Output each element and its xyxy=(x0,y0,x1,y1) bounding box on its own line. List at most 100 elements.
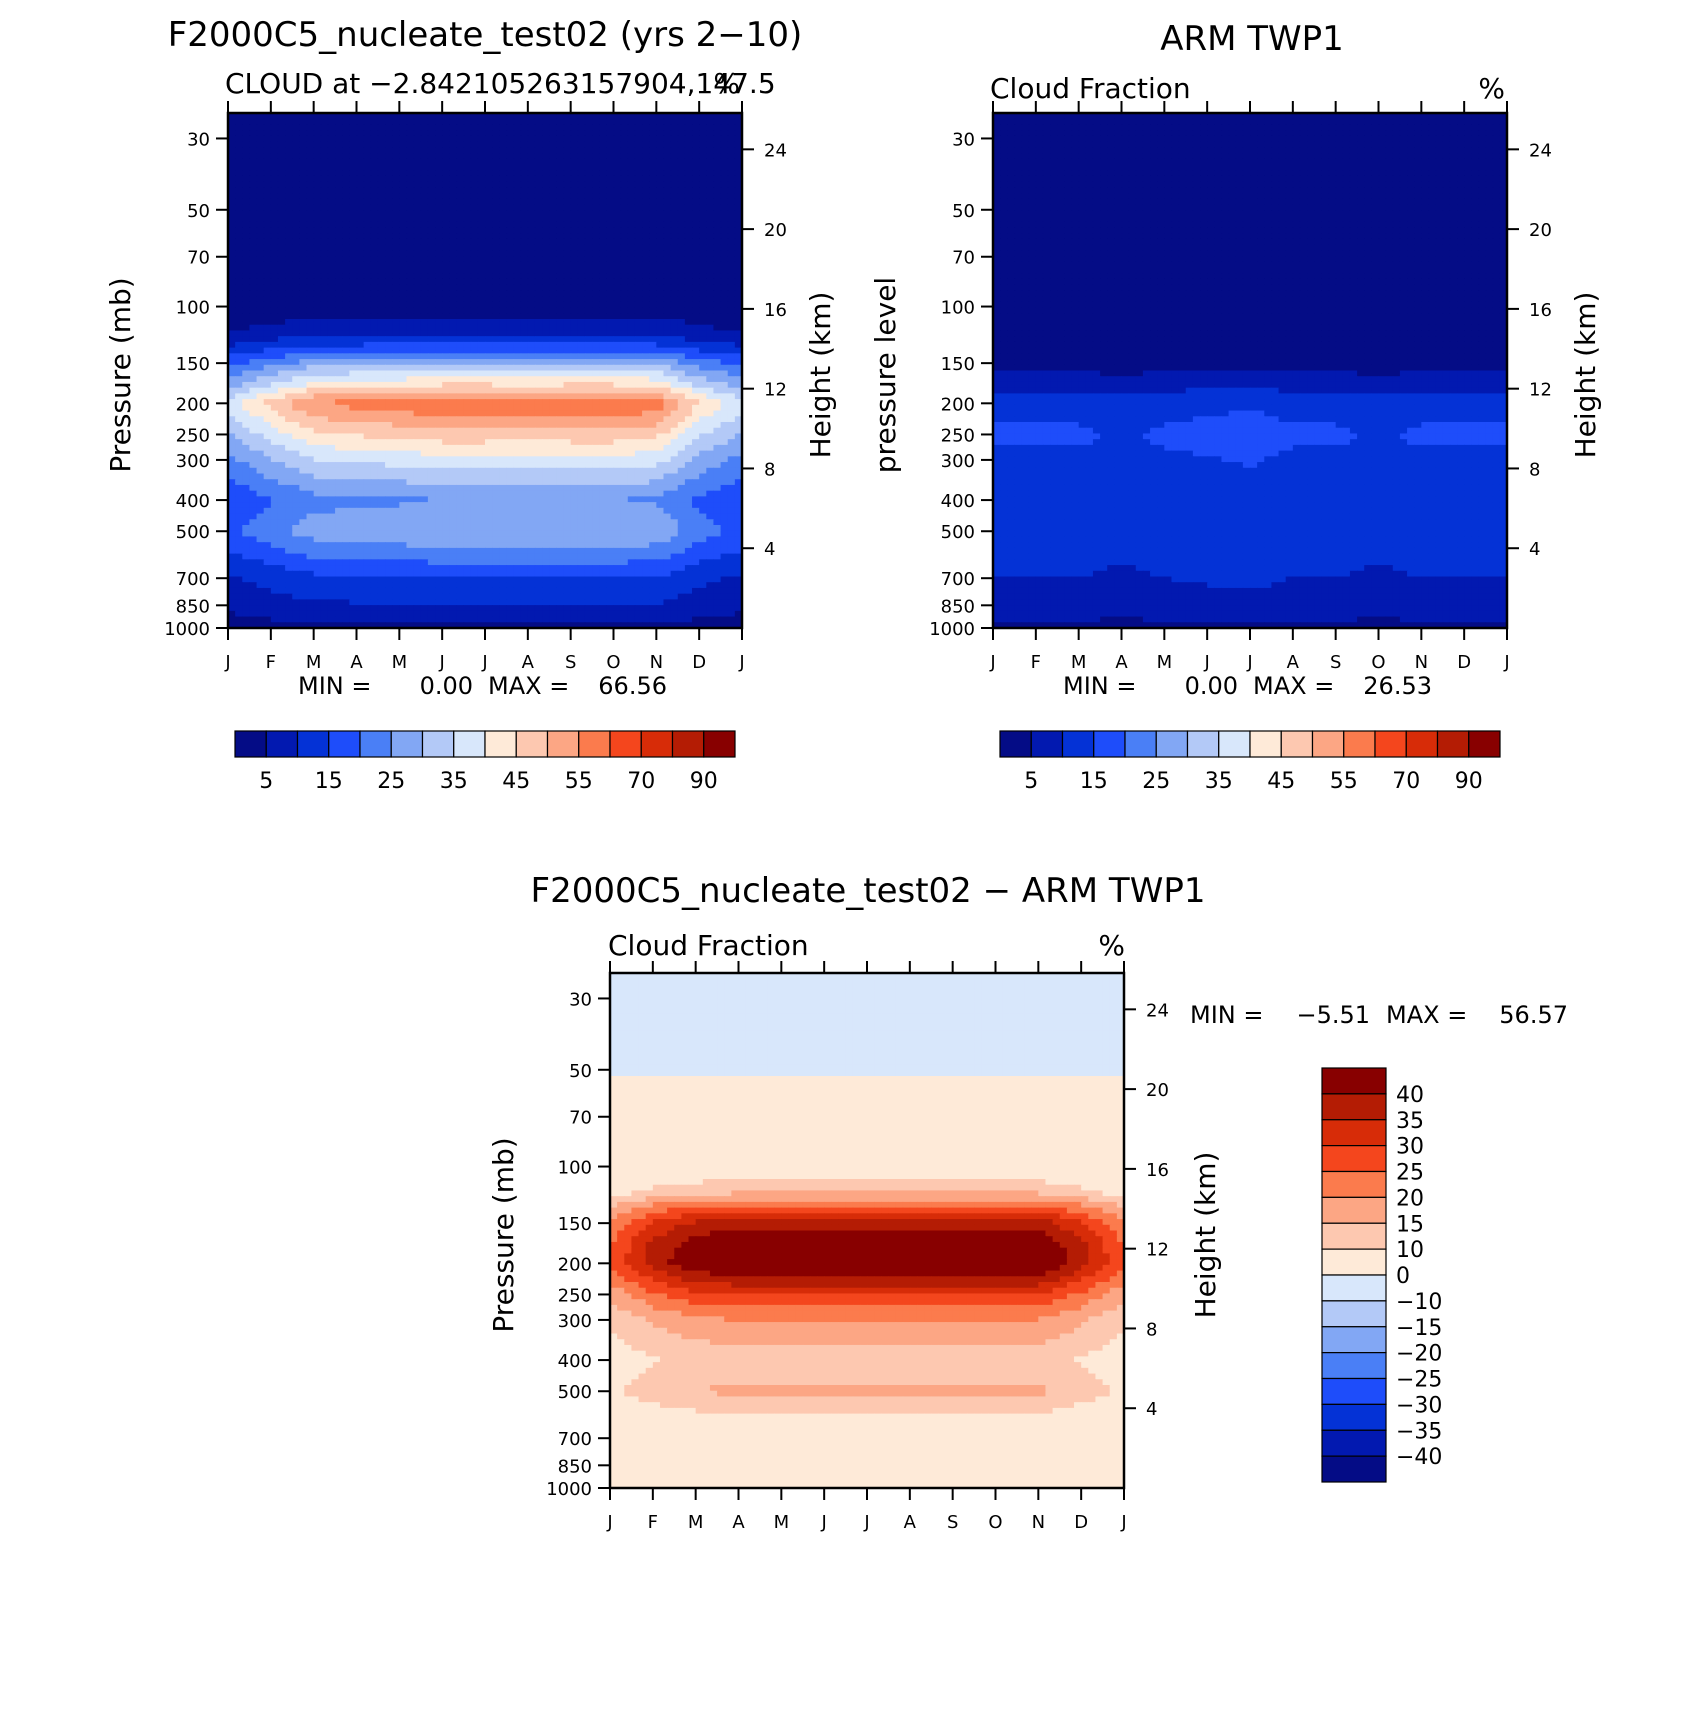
contour-cell xyxy=(328,342,336,348)
contour-cell xyxy=(242,336,250,342)
contour-cell xyxy=(385,376,393,382)
contour-cell xyxy=(649,451,657,457)
contour-cell xyxy=(257,456,265,462)
contour-cell xyxy=(307,159,315,165)
contour-cell xyxy=(307,411,315,417)
contour-cell xyxy=(307,279,315,285)
contour-cell xyxy=(492,216,500,222)
contour-cell xyxy=(592,268,600,274)
contour-cell xyxy=(492,205,500,211)
contour-cell xyxy=(692,439,700,445)
contour-cell xyxy=(435,451,443,457)
contour-cell xyxy=(499,416,507,422)
contour-cell xyxy=(549,422,557,428)
contour-cell xyxy=(349,193,357,199)
contour-cell xyxy=(564,302,572,308)
contour-cell xyxy=(321,508,329,514)
contour-cell xyxy=(521,250,529,256)
contour-cell xyxy=(257,428,265,434)
contour-cell xyxy=(685,433,693,439)
contour-cell xyxy=(314,119,322,125)
contour-cell xyxy=(499,325,507,331)
contour-cell xyxy=(499,348,507,354)
contour-cell xyxy=(399,176,407,182)
contour-cell xyxy=(399,382,407,388)
contour-cell xyxy=(578,216,586,222)
contour-cell xyxy=(671,496,679,502)
contour-cell xyxy=(314,256,322,262)
contour-cell xyxy=(406,456,414,462)
contour-cell xyxy=(528,393,536,399)
contour-cell xyxy=(656,313,664,319)
contour-cell xyxy=(685,302,693,308)
contour-cell xyxy=(692,456,700,462)
contour-cell xyxy=(564,422,572,428)
contour-cell xyxy=(321,199,329,205)
contour-cell xyxy=(314,445,322,451)
contour-cell xyxy=(649,182,657,188)
contour-cell xyxy=(342,296,350,302)
contour-cell xyxy=(264,136,272,142)
contour-cell xyxy=(314,325,322,331)
contour-cell xyxy=(307,165,315,171)
contour-cell xyxy=(535,371,543,377)
contour-cell xyxy=(414,416,422,422)
contour-cell xyxy=(307,262,315,268)
contour-cell xyxy=(371,245,379,251)
contour-cell xyxy=(514,273,522,279)
contour-cell xyxy=(285,245,293,251)
contour-cell xyxy=(307,359,315,365)
contour-cell xyxy=(564,371,572,377)
contour-cell xyxy=(406,159,414,165)
contour-cell xyxy=(578,313,586,319)
contour-cell xyxy=(314,227,322,233)
contour-cell xyxy=(235,359,243,365)
contour-cell xyxy=(485,428,493,434)
contour-cell xyxy=(521,193,529,199)
contour-cell xyxy=(307,245,315,251)
contour-cell xyxy=(414,325,422,331)
contour-cell xyxy=(521,256,529,262)
contour-cell xyxy=(249,302,257,308)
contour-cell xyxy=(421,416,429,422)
contour-cell xyxy=(614,182,622,188)
contour-cell xyxy=(414,182,422,188)
contour-cell xyxy=(385,371,393,377)
contour-cell xyxy=(614,399,622,405)
contour-cell xyxy=(299,153,307,159)
contour-cell xyxy=(257,142,265,148)
contour-cell xyxy=(564,130,572,136)
contour-cell xyxy=(321,411,329,417)
contour-cell xyxy=(671,124,679,130)
contour-cell xyxy=(706,268,714,274)
contour-cell xyxy=(728,256,736,262)
contour-cell xyxy=(321,433,329,439)
contour-cell xyxy=(392,485,400,491)
contour-cell xyxy=(578,296,586,302)
contour-cell xyxy=(428,330,436,336)
contour-cell xyxy=(257,325,265,331)
contour-cell xyxy=(614,325,622,331)
contour-cell xyxy=(506,165,514,171)
contour-cell xyxy=(335,319,343,325)
contour-cell xyxy=(699,308,707,314)
contour-cell xyxy=(399,308,407,314)
contour-cell xyxy=(428,182,436,188)
contour-cell xyxy=(442,348,450,354)
contour-cell xyxy=(371,176,379,182)
contour-cell xyxy=(449,182,457,188)
contour-cell xyxy=(442,124,450,130)
contour-cell xyxy=(406,147,414,153)
contour-cell xyxy=(271,428,279,434)
contour-cell xyxy=(506,456,514,462)
contour-cell xyxy=(528,119,536,125)
contour-cell xyxy=(292,422,300,428)
contour-cell xyxy=(485,187,493,193)
contour-cell xyxy=(421,325,429,331)
contour-cell xyxy=(556,496,564,502)
contour-cell xyxy=(406,216,414,222)
contour-cell xyxy=(528,124,536,130)
contour-cell xyxy=(378,468,386,474)
contour-cell xyxy=(528,296,536,302)
contour-cell xyxy=(264,233,272,239)
